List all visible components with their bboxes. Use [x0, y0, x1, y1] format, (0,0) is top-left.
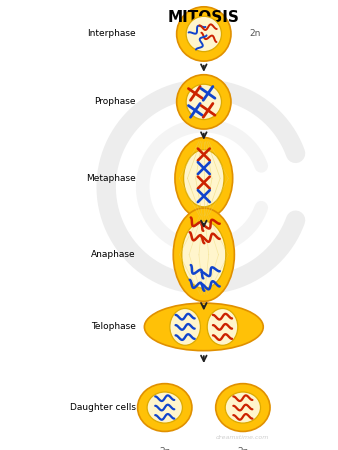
Text: Anaphase: Anaphase: [91, 250, 136, 259]
Ellipse shape: [184, 150, 224, 207]
Text: Prophase: Prophase: [94, 97, 136, 106]
Text: Daughter cells: Daughter cells: [70, 403, 136, 412]
Ellipse shape: [177, 75, 231, 129]
Ellipse shape: [173, 208, 234, 302]
Text: Interphase: Interphase: [87, 29, 136, 38]
Text: Telophase: Telophase: [91, 322, 136, 331]
Text: 2n: 2n: [250, 29, 261, 38]
Ellipse shape: [182, 221, 226, 288]
Ellipse shape: [177, 7, 231, 61]
Ellipse shape: [186, 16, 221, 52]
Ellipse shape: [186, 84, 221, 120]
Text: dreamstime.com: dreamstime.com: [215, 435, 269, 440]
Text: Metaphase: Metaphase: [86, 174, 136, 183]
Ellipse shape: [170, 308, 200, 345]
Text: MITOSIS: MITOSIS: [168, 10, 240, 25]
Ellipse shape: [175, 138, 233, 219]
Ellipse shape: [138, 384, 192, 432]
Ellipse shape: [207, 308, 238, 345]
Ellipse shape: [225, 392, 261, 423]
Ellipse shape: [147, 392, 183, 423]
Ellipse shape: [216, 384, 270, 432]
Ellipse shape: [144, 303, 263, 351]
Text: 2n: 2n: [237, 446, 248, 450]
Text: 2n: 2n: [159, 446, 170, 450]
